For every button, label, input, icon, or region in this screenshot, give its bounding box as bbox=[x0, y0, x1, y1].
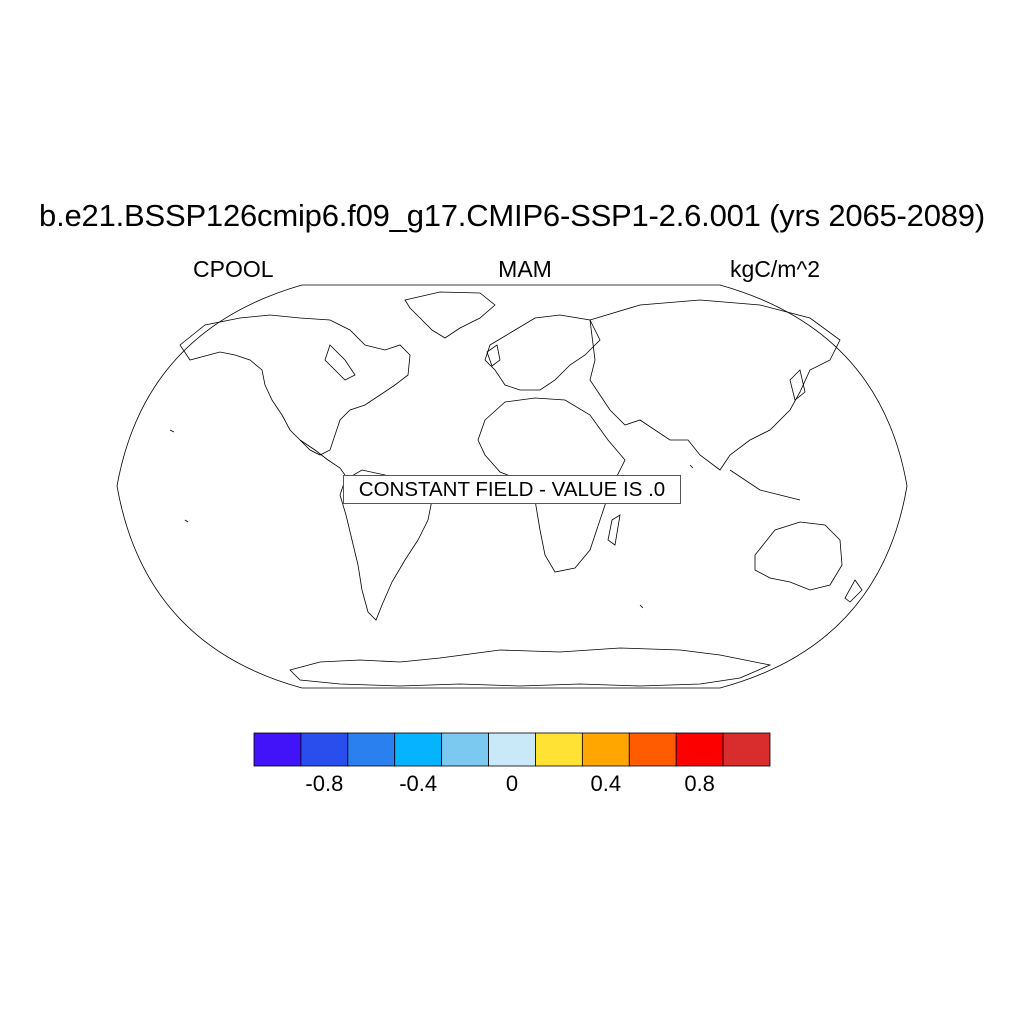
colorbar-box bbox=[675, 732, 724, 767]
colorbar-box bbox=[722, 732, 771, 767]
units-label: kgC/m^2 bbox=[730, 256, 821, 282]
colorbar-box bbox=[441, 732, 489, 767]
coast-hudson-bay bbox=[324, 344, 356, 381]
plot-title: b.e21.BSSP126cmip6.f09_g17.CMIP6-SSP1-2.… bbox=[39, 198, 985, 233]
season-label: MAM bbox=[498, 256, 552, 282]
variable-label: CPOOL bbox=[193, 256, 274, 282]
coast-japan bbox=[789, 369, 806, 401]
coast-new-zealand bbox=[844, 579, 863, 603]
coast-madagascar bbox=[607, 514, 621, 546]
colorbar-box bbox=[581, 732, 630, 767]
colorbar-tick-label: -0.8 bbox=[305, 771, 344, 796]
coast-north-america bbox=[179, 314, 411, 456]
colorbar-tick-label: -0.4 bbox=[399, 771, 438, 796]
coast-asia bbox=[589, 299, 841, 471]
colorbar-tick-label: 0 bbox=[505, 771, 519, 796]
colorbar-box bbox=[488, 732, 536, 767]
coast-europe bbox=[484, 314, 601, 391]
colorbar-box bbox=[347, 732, 396, 767]
coast-southeast-asia bbox=[729, 469, 801, 501]
colorbar-box bbox=[535, 732, 583, 767]
colorbar-box bbox=[253, 732, 302, 767]
coast-antarctica bbox=[289, 647, 772, 687]
colorbar-box bbox=[300, 732, 349, 767]
coast-islands bbox=[169, 429, 694, 609]
constant-field-notice: CONSTANT FIELD - VALUE IS .0 bbox=[343, 475, 681, 504]
coast-greenland bbox=[404, 291, 496, 339]
coast-central-america bbox=[299, 439, 346, 476]
colorbar-box bbox=[394, 732, 443, 767]
coastlines bbox=[169, 291, 863, 687]
colorbar-tick-label: 0.8 bbox=[684, 771, 715, 796]
coast-uk bbox=[486, 344, 501, 367]
colorbar-tick-label: 0.4 bbox=[590, 771, 622, 796]
coast-africa bbox=[477, 397, 626, 573]
colorbar-box bbox=[628, 732, 677, 767]
coast-australia bbox=[754, 521, 843, 591]
